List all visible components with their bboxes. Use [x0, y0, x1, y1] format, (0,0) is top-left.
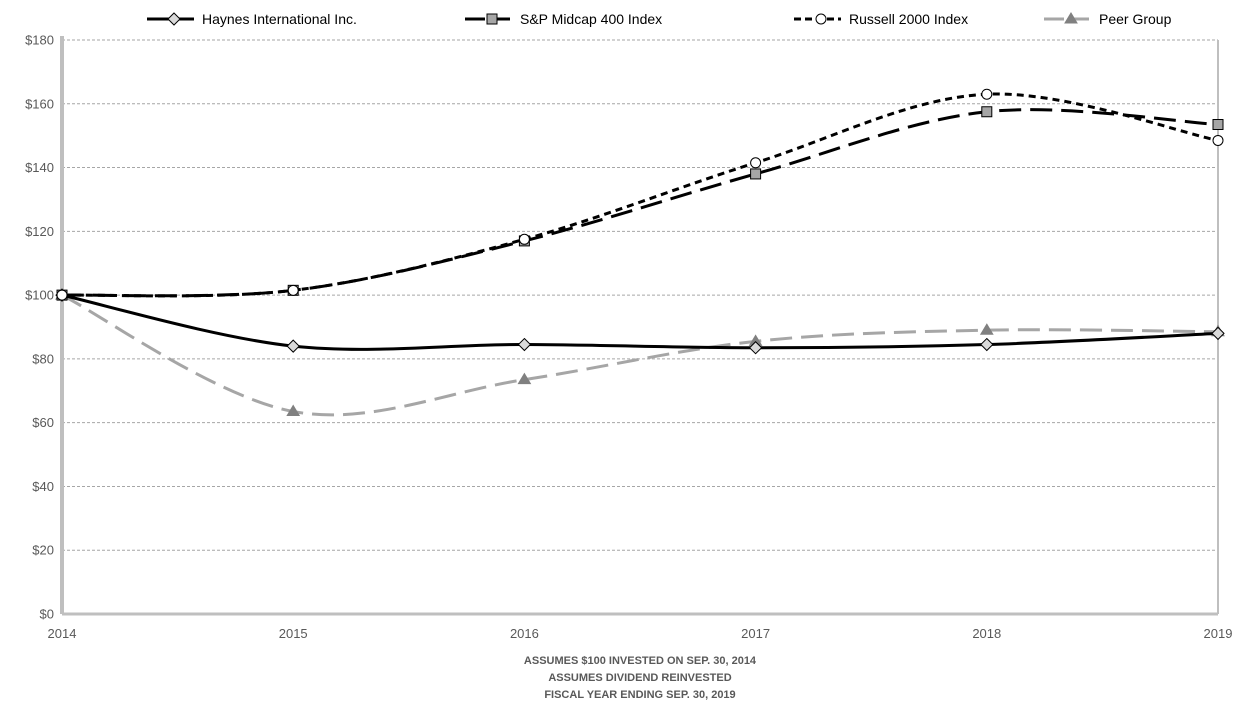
y-tick-label: $40 — [32, 479, 54, 494]
x-tick-label: 2019 — [1204, 626, 1233, 641]
legend-marker — [1064, 12, 1078, 24]
data-point-square — [750, 168, 762, 180]
y-tick-label: $0 — [40, 607, 54, 622]
legend-label: Peer Group — [1099, 11, 1172, 27]
legend-marker — [815, 13, 827, 25]
series-line — [61, 293, 1219, 417]
x-tick-label: 2015 — [279, 626, 308, 641]
data-point-diamond — [748, 341, 763, 355]
series-lines — [55, 88, 1225, 417]
y-tick-label: $160 — [25, 96, 54, 111]
y-tick-label: $140 — [25, 160, 54, 175]
y-tick-label: $120 — [25, 224, 54, 239]
grid-lines — [62, 39, 1218, 551]
series-line — [61, 108, 1219, 298]
y-tick-label: $20 — [32, 543, 54, 558]
data-point-diamond — [980, 337, 994, 352]
data-point-diamond — [286, 339, 300, 353]
x-tick-label: 2014 — [48, 626, 77, 641]
legend-item: S&P Midcap 400 Index — [465, 11, 662, 27]
data-point-triangle — [517, 372, 532, 385]
y-tick-label: $180 — [25, 33, 54, 48]
chart-note: FISCAL YEAR ENDING SEP. 30, 2019 — [544, 689, 735, 701]
series-3 — [55, 288, 1225, 417]
series-2 — [56, 88, 1224, 301]
legend: Haynes International Inc. S&P Midcap 400 … — [147, 11, 1172, 27]
data-point-circle — [518, 233, 530, 245]
data-point-diamond — [517, 337, 532, 352]
legend-label: Russell 2000 Index — [849, 11, 968, 27]
y-tick-label: $100 — [25, 288, 54, 303]
legend-label: Haynes International Inc. — [202, 11, 357, 27]
chart-notes: ASSUMES $100 INVESTED ON SEP. 30, 2014 AS… — [524, 655, 757, 701]
legend-item: Russell 2000 Index — [794, 11, 968, 27]
legend-item: Haynes International Inc. — [147, 11, 357, 27]
y-tick-label: $80 — [32, 351, 54, 366]
data-point-circle — [981, 88, 993, 100]
legend-label: S&P Midcap 400 Index — [520, 11, 662, 27]
x-tick-label: 2016 — [510, 626, 539, 641]
legend-item: Peer Group — [1044, 11, 1172, 27]
x-tick-label: 2017 — [741, 626, 770, 641]
data-point-square — [981, 106, 993, 118]
legend-marker — [486, 13, 498, 25]
data-point-triangle — [979, 323, 994, 335]
data-point-circle — [1212, 134, 1224, 146]
series-line — [61, 92, 1219, 298]
data-point-circle — [750, 157, 762, 169]
y-tick-label: $60 — [32, 415, 54, 430]
legend-marker — [167, 12, 181, 26]
data-point-triangle — [286, 404, 301, 417]
x-tick-label: 2018 — [972, 626, 1001, 641]
data-point-circle — [287, 284, 299, 296]
chart-note: ASSUMES $100 INVESTED ON SEP. 30, 2014 — [524, 655, 757, 667]
data-point-circle — [56, 289, 68, 301]
chart-note: ASSUMES DIVIDEND REINVESTED — [548, 672, 731, 684]
series-0 — [55, 288, 1225, 355]
data-point-diamond — [1211, 326, 1225, 341]
series-line — [61, 293, 1219, 351]
axes: $0 $20 $40 $60 $80 $100 $120 $140 $160 $180 2014 20… — [25, 33, 1232, 642]
data-point-square — [1212, 119, 1224, 131]
